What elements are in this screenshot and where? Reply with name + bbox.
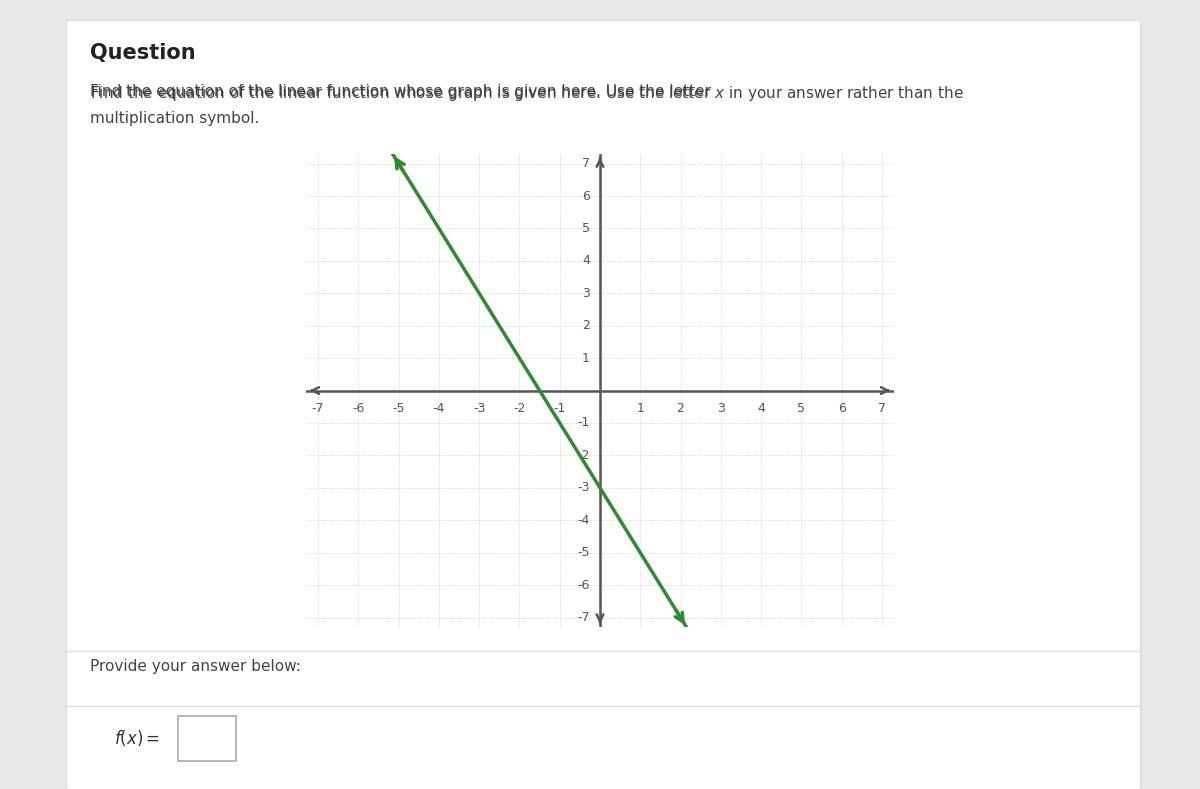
Text: 3: 3: [582, 286, 590, 300]
Text: -6: -6: [352, 402, 365, 415]
Text: -5: -5: [577, 546, 590, 559]
Text: 7: 7: [878, 402, 886, 415]
Text: 3: 3: [716, 402, 725, 415]
Text: 2: 2: [582, 320, 590, 332]
Text: 4: 4: [757, 402, 766, 415]
Text: -2: -2: [577, 449, 590, 462]
Text: -1: -1: [553, 402, 566, 415]
Text: 1: 1: [582, 352, 590, 365]
Text: -5: -5: [392, 402, 404, 415]
Text: -4: -4: [577, 514, 590, 527]
Text: Provide your answer below:: Provide your answer below:: [90, 659, 301, 674]
Text: 5: 5: [797, 402, 805, 415]
Text: -2: -2: [514, 402, 526, 415]
Text: Question: Question: [90, 43, 196, 63]
Text: 2: 2: [677, 402, 684, 415]
Text: -3: -3: [577, 481, 590, 495]
Text: $f(x) =$: $f(x) =$: [114, 727, 160, 748]
Text: -7: -7: [312, 402, 324, 415]
Text: 6: 6: [582, 189, 590, 203]
Text: -6: -6: [577, 578, 590, 592]
Text: 7: 7: [582, 157, 590, 170]
Text: -7: -7: [577, 611, 590, 624]
Text: 6: 6: [838, 402, 846, 415]
Text: 1: 1: [636, 402, 644, 415]
Text: -1: -1: [577, 417, 590, 429]
Text: -3: -3: [473, 402, 485, 415]
Text: Find the equation of the linear function whose graph is given here. Use the lett: Find the equation of the linear function…: [90, 84, 964, 125]
Text: 4: 4: [582, 254, 590, 267]
Text: Find the equation of the linear function whose graph is given here. Use the lett: Find the equation of the linear function…: [90, 84, 716, 99]
Text: -4: -4: [433, 402, 445, 415]
Text: 5: 5: [582, 222, 590, 235]
